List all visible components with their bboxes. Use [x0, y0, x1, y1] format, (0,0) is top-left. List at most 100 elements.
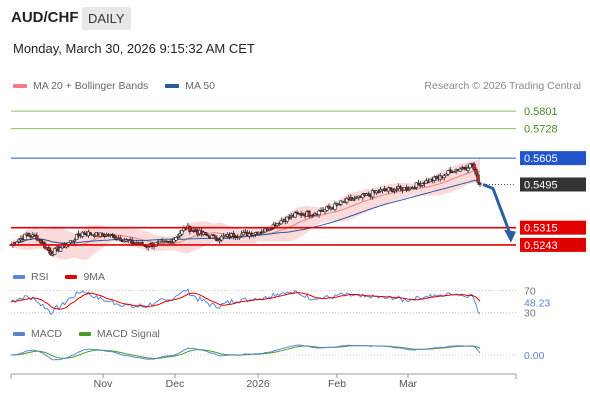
candle-body [27, 233, 31, 237]
candle-body [59, 247, 63, 252]
candle-body [414, 182, 419, 188]
last-price-tag [520, 177, 586, 192]
support-label: 0.5315 [524, 223, 558, 235]
candle-body [212, 234, 216, 237]
candle-body [466, 167, 470, 171]
legend-macd-signal-label: MACD Signal [96, 328, 160, 340]
candle-body [188, 226, 192, 233]
candle-body [353, 197, 357, 200]
report-datetime: Monday, March 30, 2026 9:15:32 AM CET [13, 41, 255, 56]
candle-body [394, 188, 399, 191]
support-tag [520, 237, 586, 252]
legend-ma50: MA 50 [165, 80, 215, 92]
bollinger-band [11, 158, 480, 260]
candle-body [444, 173, 448, 177]
candle-body [406, 189, 411, 191]
candle-body [17, 239, 21, 243]
candle-body [472, 163, 476, 171]
candle-body [327, 205, 331, 209]
candle-body [47, 246, 51, 251]
legend-ma50-label: MA 50 [185, 80, 215, 92]
candle-body [377, 191, 381, 193]
legend-rsi-ma: 9MA [65, 271, 105, 283]
instrument-title: AUD/CHF [11, 9, 79, 26]
candle-body [325, 206, 329, 211]
price-legend: MA 20 + Bollinger Bands MA 50 [13, 80, 229, 92]
candle-body [452, 171, 456, 173]
candle-body [214, 235, 218, 240]
legend-macd-label: MACD [31, 328, 62, 340]
candle-body [404, 187, 409, 191]
candle-body [446, 170, 450, 175]
forecast-arrow-head [504, 229, 516, 243]
support-tag [520, 220, 586, 235]
candle-body [118, 237, 122, 241]
legend-macd-swatch [13, 332, 25, 337]
target-label: 0.5801 [524, 106, 558, 118]
candle-body [110, 234, 114, 236]
legend-macd: MACD [13, 328, 62, 340]
legend-ma20: MA 20 + Bollinger Bands [13, 80, 148, 92]
candle-body [442, 175, 446, 179]
candle-body [176, 236, 180, 238]
candle-body [184, 228, 188, 230]
candle-body [82, 232, 87, 235]
candle-body [277, 223, 281, 226]
candle-body [146, 246, 150, 249]
candle-body [448, 169, 452, 172]
candle-body [367, 193, 371, 196]
candle-body [271, 224, 275, 230]
resistance-tag [520, 151, 586, 166]
candle-body [420, 183, 424, 186]
legend-rsi: RSI [13, 271, 49, 283]
candle-body [383, 188, 387, 191]
rsi-last-label: 48.23 [524, 297, 550, 309]
candle-body [231, 233, 236, 237]
candle-body [311, 214, 315, 217]
candle-body [172, 239, 176, 243]
candle-body [412, 187, 417, 190]
candle-body [349, 197, 353, 201]
forecast-arrow [482, 183, 512, 235]
candle-body [285, 216, 289, 222]
candle-body [220, 236, 224, 241]
candle-body [72, 239, 77, 242]
candle-body [39, 239, 43, 244]
resistance-label: 0.5605 [524, 153, 558, 165]
candle-body [144, 245, 148, 248]
candle-body [267, 229, 271, 231]
rsi-ma-line [10, 292, 481, 310]
candle-body [206, 234, 210, 237]
rsi-line [10, 288, 481, 316]
candle-body [71, 240, 75, 243]
macd-legend: MACD MACD Signal [13, 328, 174, 340]
macd-signal-line [11, 345, 481, 359]
candle-body [299, 213, 303, 216]
candle-body [23, 233, 27, 240]
macd-line [10, 344, 481, 361]
legend-rsi-ma-label: 9MA [83, 271, 106, 283]
chart-header: AUD/CHF DAILY [0, 0, 590, 36]
candle-body [398, 186, 403, 189]
x-tick-label: 2026 [246, 378, 270, 390]
x-tick-label: Dec [166, 378, 185, 390]
timeframe-badge[interactable]: DAILY [82, 7, 131, 30]
candle-body [351, 199, 355, 201]
macd-zero-label: 0.00 [524, 350, 545, 362]
candle-body [287, 216, 291, 219]
x-tick-label: Feb [328, 378, 346, 390]
candle-body [53, 248, 57, 255]
legend-macd-signal: MACD Signal [78, 328, 160, 340]
candle-body [237, 236, 242, 239]
candle-body [317, 210, 321, 216]
legend-rsi-label: RSI [31, 271, 49, 283]
rsi-legend: RSI 9MA [13, 271, 119, 283]
candle-body [194, 229, 198, 232]
candle-body [132, 242, 136, 244]
candle-body [468, 163, 472, 169]
rsi-level-label: 70 [524, 286, 536, 298]
legend-rsi-swatch [13, 275, 25, 280]
candle-body [333, 203, 337, 210]
candle-body [458, 168, 462, 172]
